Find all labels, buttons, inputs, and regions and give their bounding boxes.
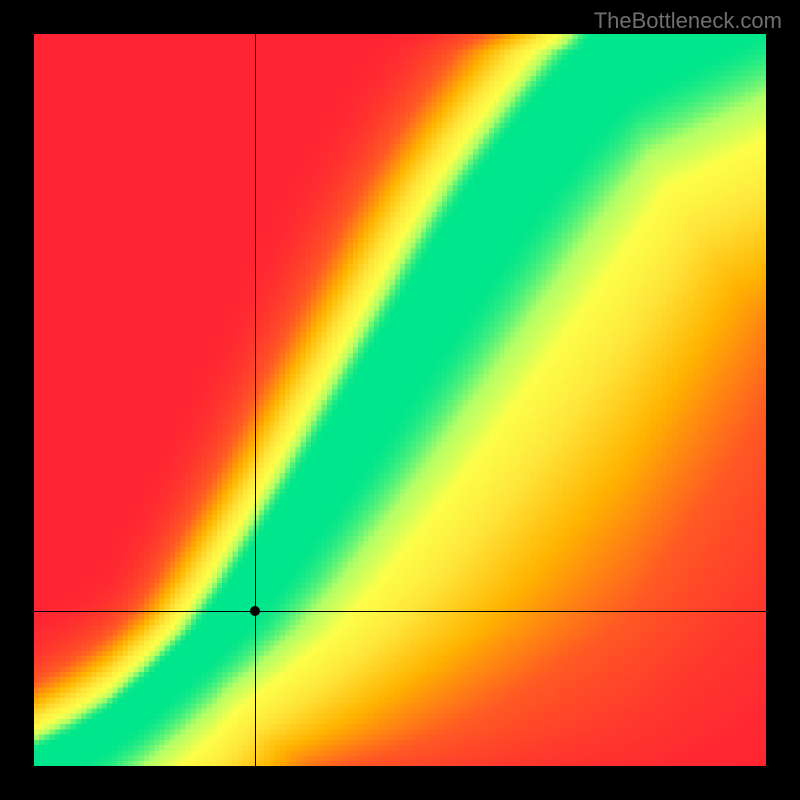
crosshair-vertical xyxy=(255,34,256,766)
crosshair-horizontal xyxy=(34,611,766,612)
bottleneck-heatmap xyxy=(34,34,766,766)
watermark-text: TheBottleneck.com xyxy=(594,8,782,34)
plot-area xyxy=(34,34,766,766)
selected-point-marker xyxy=(250,606,260,616)
